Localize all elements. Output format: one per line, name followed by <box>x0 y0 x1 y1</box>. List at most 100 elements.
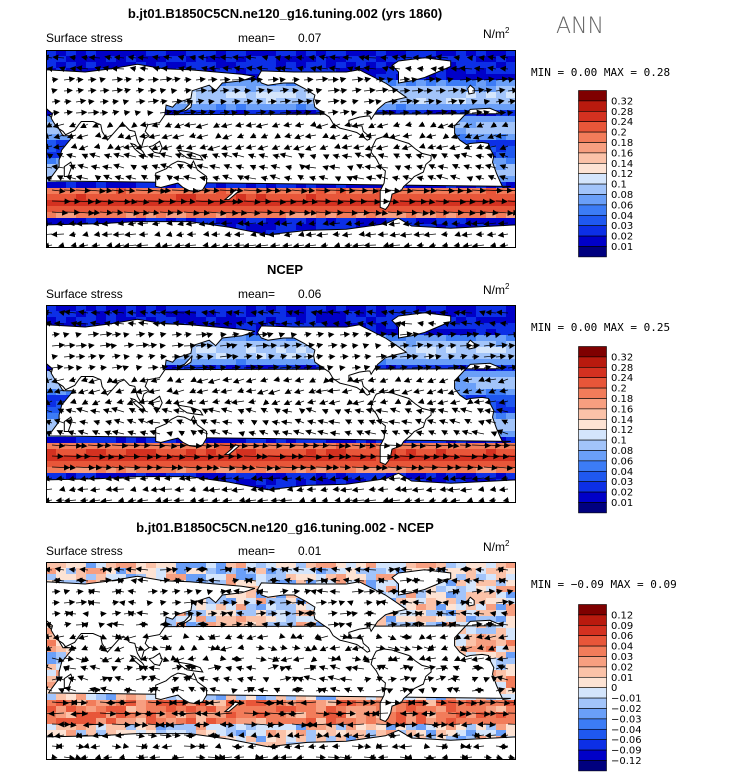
field-cell <box>236 50 247 57</box>
field-cell <box>506 401 516 408</box>
field-cell <box>366 56 377 63</box>
field-cell <box>106 467 117 474</box>
field-cell <box>406 206 417 213</box>
field-cell <box>96 311 107 318</box>
field-cell <box>66 188 77 195</box>
stress-vector <box>123 76 132 83</box>
field-cell <box>486 341 497 348</box>
field-cell <box>506 92 516 99</box>
field-cell <box>66 182 77 189</box>
field-cell <box>416 449 427 456</box>
colorbar-label: 0.18 <box>611 138 633 149</box>
field-cell <box>256 92 267 99</box>
stress-vector <box>315 65 329 72</box>
field-cell <box>196 317 207 324</box>
colorbar-label: 0.04 <box>611 211 633 222</box>
stress-vector <box>207 76 218 83</box>
field-cell <box>256 347 267 354</box>
field-cell <box>206 86 217 93</box>
season-label: ANN <box>556 14 604 39</box>
field-cell <box>446 194 457 201</box>
field-cell <box>506 110 516 117</box>
field-cell <box>496 74 507 81</box>
stress-vector <box>159 152 173 158</box>
field-cell <box>456 383 467 390</box>
stress-vector <box>339 109 350 116</box>
stress-vector <box>377 153 389 159</box>
field-cell <box>466 461 477 468</box>
field-cell <box>66 317 77 324</box>
field-cell <box>316 188 327 195</box>
stress-vector <box>352 144 365 151</box>
colorbar-label: 0.01 <box>611 498 633 509</box>
stress-vector <box>183 87 192 94</box>
stress-vector <box>399 109 410 116</box>
stress-vector <box>125 174 137 181</box>
field-cell <box>416 188 427 195</box>
field-cell <box>376 56 387 63</box>
field-cell <box>206 188 217 195</box>
stress-vector <box>459 109 471 116</box>
stress-vector <box>387 187 401 194</box>
field-cell <box>476 604 487 611</box>
field-cell <box>476 592 487 599</box>
field-cell <box>426 218 437 225</box>
field-cell <box>496 104 507 111</box>
field-cell <box>56 146 67 153</box>
field-cell <box>286 188 297 195</box>
field-cell <box>176 110 187 117</box>
field-cell <box>196 359 207 366</box>
field-cell <box>486 98 497 105</box>
stress-vector <box>76 65 89 72</box>
field-cell <box>46 568 57 575</box>
field-cell <box>76 437 87 444</box>
field-cell <box>216 206 227 213</box>
field-cell <box>176 461 187 468</box>
field-cell <box>206 104 217 111</box>
field-cell <box>356 449 367 456</box>
field-cell <box>466 371 477 378</box>
field-cell <box>336 62 347 69</box>
field-cell <box>376 568 387 575</box>
stress-vector <box>135 187 154 194</box>
stress-vector <box>292 144 305 151</box>
field-cell <box>336 50 347 57</box>
stress-vector <box>233 65 245 72</box>
field-cell <box>126 449 137 456</box>
field-cell <box>56 574 67 581</box>
stress-vector <box>363 87 376 94</box>
field-cell <box>66 437 77 444</box>
field-cell <box>156 443 167 450</box>
colorbar-box <box>578 194 607 206</box>
stress-vector <box>189 54 197 61</box>
field-cell <box>446 341 457 348</box>
field-cell <box>426 598 437 605</box>
field-cell <box>316 206 327 213</box>
stress-vector <box>172 133 185 140</box>
field-cell <box>286 317 297 324</box>
stress-vector <box>195 87 208 94</box>
field-cell <box>476 371 487 378</box>
stress-vector <box>231 87 241 94</box>
stress-vector <box>283 144 293 150</box>
stress-vector <box>303 98 313 105</box>
field-cell <box>126 443 137 450</box>
stress-vector <box>197 54 209 61</box>
field-cell <box>396 104 407 111</box>
stress-vector <box>476 122 485 128</box>
field-cell <box>256 104 267 111</box>
field-cell <box>296 182 307 189</box>
field-cell <box>306 574 317 581</box>
stress-vector <box>471 87 485 94</box>
panel-1-colorbar: 0.32 0.28 0.24 0.2 0.18 0.16 0.14 0.12 0.1 0.08 0.… <box>578 90 678 258</box>
stress-vector <box>90 309 101 316</box>
field-cell <box>146 568 157 575</box>
field-cell <box>166 455 177 462</box>
colorbar-label: 0.16 <box>611 148 633 159</box>
stress-vector <box>231 152 245 159</box>
field-cell <box>276 359 287 366</box>
field-cell <box>56 449 67 456</box>
field-cell <box>366 212 377 219</box>
field-cell <box>286 449 297 456</box>
stress-vector <box>236 132 245 139</box>
